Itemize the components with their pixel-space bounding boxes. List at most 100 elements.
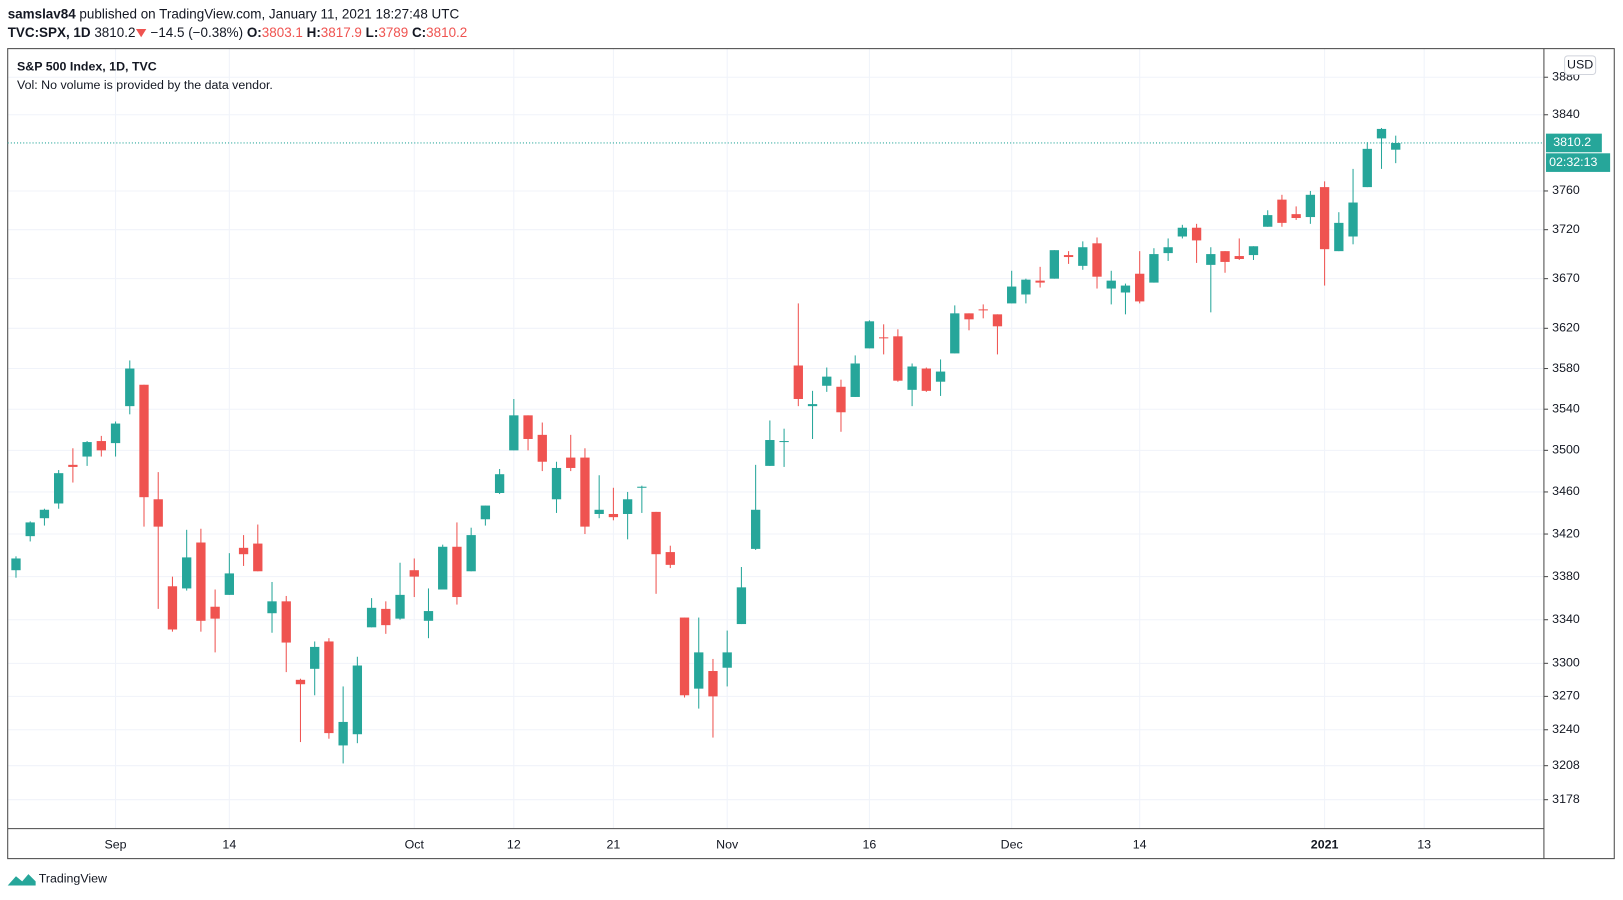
candle-body — [1305, 194, 1316, 218]
x-tick-label: 16 — [863, 837, 877, 851]
candle-body — [822, 376, 832, 386]
candle-body — [1291, 214, 1301, 219]
candle-body — [338, 721, 348, 746]
candle-body — [694, 652, 704, 689]
candle-body — [879, 337, 889, 339]
candle-body — [1120, 285, 1131, 293]
candle-body — [253, 543, 263, 572]
y-tick-label: 3380 — [1552, 569, 1580, 583]
candle-body — [608, 513, 619, 518]
candle-body — [238, 547, 249, 555]
candle-body — [1021, 279, 1031, 295]
ohlc-line: −14.5 (−0.38%) O:3803.1 H:3817.9 L:3789 … — [150, 25, 467, 40]
candle-body — [1191, 227, 1202, 241]
candle-body — [1362, 148, 1372, 188]
candle-body — [637, 486, 647, 488]
x-tick-label: Oct — [405, 837, 425, 851]
candle-body — [68, 464, 78, 467]
candle-body — [409, 570, 419, 577]
candles — [11, 127, 1401, 764]
x-tick-label: 14 — [1133, 837, 1147, 851]
price-tag-label: 3810.2 — [1553, 135, 1591, 149]
y-tick-label: 3208 — [1552, 758, 1580, 772]
h-value: 3817.9 — [321, 25, 362, 40]
candle-body — [679, 617, 690, 696]
candle-body — [395, 594, 405, 619]
candle-body — [1391, 142, 1401, 150]
candle-body — [1078, 247, 1088, 266]
candle-body — [622, 499, 633, 514]
candle-body — [594, 509, 604, 514]
symbol-line: TVC:SPX, 1D 3810.2 — [8, 25, 136, 40]
candle-body — [480, 505, 491, 520]
candle-body — [950, 313, 960, 354]
candle-body — [125, 368, 135, 407]
y-tick-label: 3670 — [1552, 271, 1580, 285]
candle-body — [153, 499, 163, 527]
candle-body — [1206, 254, 1216, 265]
candle-body — [779, 441, 789, 443]
tv-logo — [7, 874, 36, 886]
chart-frame — [7, 48, 1615, 860]
candle-body — [1049, 250, 1059, 279]
candle-body — [224, 573, 234, 595]
x-tick-label: 2021 — [1311, 837, 1339, 851]
candle-body — [167, 586, 178, 630]
candle-body — [1348, 202, 1358, 237]
y-tick-label: 3178 — [1552, 792, 1580, 806]
candle-body — [423, 611, 434, 621]
header-line: samslav84 published on TradingView.com, … — [8, 6, 460, 21]
author: samslav84 — [8, 6, 77, 21]
y-tick-label: 3300 — [1552, 656, 1580, 670]
candle-body — [267, 601, 277, 614]
candle-body — [295, 679, 306, 685]
candle-body — [1106, 280, 1116, 289]
candle-body — [850, 363, 860, 397]
axes: 3178 3208 3240 3270 3300 3340 3380 3420 3460 3500… — [105, 70, 1580, 852]
candle-body — [964, 313, 974, 320]
x-tick-label: Dec — [1001, 837, 1023, 851]
candle-body — [523, 415, 533, 439]
y-tick-label: 3760 — [1552, 183, 1580, 197]
y-tick-label: 3240 — [1552, 722, 1580, 736]
candle-body — [708, 671, 718, 697]
y-tick-label: 3620 — [1552, 321, 1580, 335]
candle-body — [110, 423, 121, 444]
candle-body — [11, 558, 21, 571]
candle-body — [978, 309, 988, 311]
candle-body — [836, 386, 846, 413]
candle-body — [182, 557, 192, 589]
countdown-tag — [1545, 153, 1611, 172]
candle-body — [1177, 227, 1188, 237]
candle-body — [466, 535, 476, 572]
y-tick-label: 3580 — [1552, 361, 1580, 375]
x-tick-label: Sep — [105, 837, 127, 851]
y-tick-label: 3340 — [1552, 612, 1580, 626]
logo-icon — [7, 874, 36, 886]
down-arrow — [135, 28, 147, 38]
candle-body — [366, 607, 377, 628]
candle-body — [1163, 247, 1173, 254]
candle-body — [210, 606, 220, 619]
candle-body — [281, 601, 291, 643]
c-value: 3810.2 — [426, 25, 467, 40]
candle-body — [1248, 246, 1259, 256]
countdown-label: 02:32:13 — [1549, 155, 1597, 169]
y-tick-label: 3720 — [1552, 222, 1580, 236]
candle-body — [765, 440, 775, 466]
y-tick-label: 3840 — [1552, 107, 1580, 121]
y-tick-label: 3460 — [1552, 484, 1580, 498]
chart-title: S&P 500 Index, 1D, TVC — [17, 60, 157, 74]
candle-body — [54, 473, 64, 504]
price-tag — [1545, 133, 1602, 153]
currency-label: USD — [1567, 57, 1593, 71]
candle-body — [324, 641, 334, 734]
candle-body — [82, 442, 92, 457]
candle-body — [196, 542, 206, 621]
candle-body — [494, 474, 505, 493]
candle-body — [452, 546, 462, 598]
candle-body — [25, 522, 35, 537]
candle-body — [509, 415, 519, 451]
candle-body — [665, 552, 675, 565]
